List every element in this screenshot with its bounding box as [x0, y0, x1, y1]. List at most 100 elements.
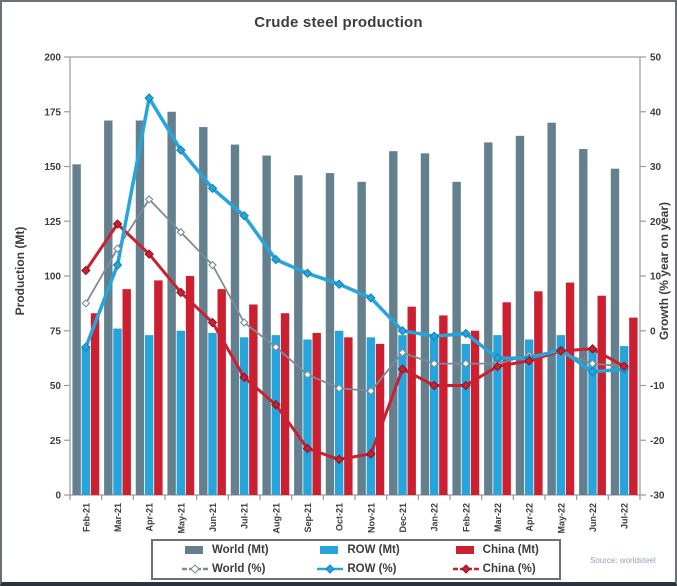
x-axis-label: Feb-21	[81, 503, 91, 532]
bar-row-Jun-22	[588, 348, 597, 495]
bar-china-Dec-21	[407, 306, 416, 495]
right-axis-tick-label: 30	[650, 162, 662, 173]
marker-world-pct-Dec-21	[398, 348, 407, 357]
bar-world-Oct-21	[325, 173, 335, 495]
legend-item-world-pct: World (%)	[153, 563, 288, 575]
legend-swatch-icon	[320, 546, 339, 555]
bar-china-Jun-21	[217, 289, 226, 495]
legend-item-world: World (Mt)	[153, 544, 288, 556]
marker-china-pct-Jul-21	[239, 372, 249, 383]
bar-row-Dec-21	[398, 335, 407, 495]
marker-row-pct-Mar-21	[112, 260, 123, 270]
legend-label: China (%)	[482, 562, 536, 575]
left-axis-tick-label: 75	[50, 326, 62, 337]
marker-world-pct-Feb-22	[461, 359, 471, 368]
bar-china-Apr-22	[534, 291, 543, 495]
bar-world-Sep-21	[294, 175, 303, 495]
right-axis-tick-label: -30	[650, 491, 665, 502]
left-axis-tick-label: 125	[44, 217, 61, 228]
legend-line-diamond-icon	[182, 564, 208, 574]
marker-row-pct-Jun-21	[207, 183, 218, 194]
marker-china-pct-Jan-22	[429, 380, 439, 391]
legend-item-row: ROW (Mt)	[288, 544, 423, 556]
x-axis-label: May-21	[176, 503, 186, 534]
bar-world-May-22	[547, 122, 556, 495]
marker-china-pct-May-21	[176, 287, 186, 298]
right-axis-tick-label: 0	[650, 326, 656, 337]
x-axis-label: May-22	[556, 503, 566, 534]
bar-row-Apr-22	[524, 339, 534, 495]
x-axis-label: Sep-21	[303, 503, 313, 533]
marker-row-pct-Feb-21	[81, 342, 91, 352]
marker-china-pct-Jun-22	[587, 344, 598, 354]
x-axis-label: Apr-21	[145, 503, 155, 532]
marker-china-pct-Nov-21	[366, 449, 376, 459]
x-axis-label: Jun-22	[588, 503, 598, 532]
marker-china-pct-Mar-22	[492, 361, 503, 372]
marker-world-pct-Jul-21	[239, 318, 249, 327]
marker-world-pct-Nov-21	[366, 386, 376, 396]
bar-china-Mar-22	[502, 302, 511, 495]
legend-swatch-icon	[455, 546, 474, 555]
legend-item-china-pct: China (%)	[424, 563, 559, 575]
bar-row-Aug-21	[271, 335, 281, 495]
marker-row-pct-Aug-21	[271, 254, 281, 265]
chart-plot-area: 0 25 50 75 100 125 150 175 200 -30 -20 -10 0 10 20 30 40…	[44, 53, 665, 534]
marker-china-pct-May-22	[556, 346, 566, 356]
chart-title: Crude steel production	[254, 14, 423, 31]
bar-china-Apr-21	[154, 280, 163, 495]
x-axis-label: Mar-22	[493, 503, 503, 532]
marker-row-pct-Feb-22	[461, 328, 471, 339]
bar-row-Jun-21	[208, 332, 217, 495]
right-axis-tick-label: 50	[650, 53, 662, 64]
bar-china-Jul-21	[249, 304, 258, 495]
marker-world-pct-Apr-21	[144, 195, 154, 204]
bar-row-Apr-21	[144, 335, 154, 495]
marker-china-pct-Apr-21	[144, 249, 154, 259]
bar-china-Jan-22	[439, 315, 448, 495]
marker-world-pct-May-21	[176, 227, 186, 237]
x-axis-label: Mar-21	[113, 503, 123, 532]
legend-label: ROW (Mt)	[347, 544, 400, 557]
legend-line-diamond-icon	[452, 564, 479, 574]
marker-world-pct-Jan-22	[429, 359, 439, 368]
bar-world-Jul-21	[230, 144, 240, 495]
x-axis-label: Jul-22	[620, 503, 630, 529]
marker-china-pct-Dec-21	[397, 364, 408, 374]
line-row-pct	[84, 96, 625, 374]
bar-china-Oct-21	[344, 337, 353, 495]
legend-item-row-pct: ROW (%)	[288, 563, 423, 575]
marker-row-pct-Oct-21	[334, 279, 344, 289]
bar-world-Mar-21	[104, 120, 113, 495]
left-axis-tick-label: 25	[50, 436, 62, 447]
bar-china-Jul-22	[629, 317, 638, 495]
marker-world-pct-Sep-21	[303, 370, 312, 379]
bar-china-Feb-22	[470, 330, 480, 495]
legend-label: ROW (%)	[347, 562, 397, 575]
marker-row-pct-May-21	[176, 145, 186, 155]
legend: World (Mt) ROW (Mt) China (Mt) World (%) ROW…	[151, 539, 561, 580]
bar-row-Feb-21	[81, 346, 91, 495]
bar-china-Nov-21	[375, 343, 385, 495]
bar-china-Feb-21	[90, 313, 100, 495]
right-axis-tick-label: 20	[650, 217, 662, 228]
left-axis-tick-label: 175	[44, 107, 61, 118]
marker-row-pct-Jul-21	[239, 210, 249, 221]
marker-china-pct-Jun-21	[207, 317, 218, 328]
bar-world-Jun-21	[199, 127, 208, 495]
bar-world-Feb-22	[452, 181, 461, 495]
marker-china-pct-Apr-22	[524, 356, 534, 366]
bar-row-Mar-22	[493, 335, 502, 495]
x-axis-label: Feb-22	[461, 503, 471, 532]
marker-row-pct-Apr-21	[144, 93, 154, 103]
right-axis-tick-label: -10	[650, 381, 665, 392]
marker-row-pct-Jun-22	[587, 367, 598, 377]
marker-china-pct-Feb-21	[81, 265, 91, 276]
left-axis-tick-label: 100	[44, 272, 61, 283]
x-axis-label: Apr-22	[525, 503, 535, 532]
bar-world-Jul-22	[610, 168, 620, 495]
left-axis-tick-label: 50	[50, 381, 62, 392]
bar-world-Aug-21	[262, 155, 271, 496]
marker-world-pct-Aug-21	[271, 342, 281, 352]
